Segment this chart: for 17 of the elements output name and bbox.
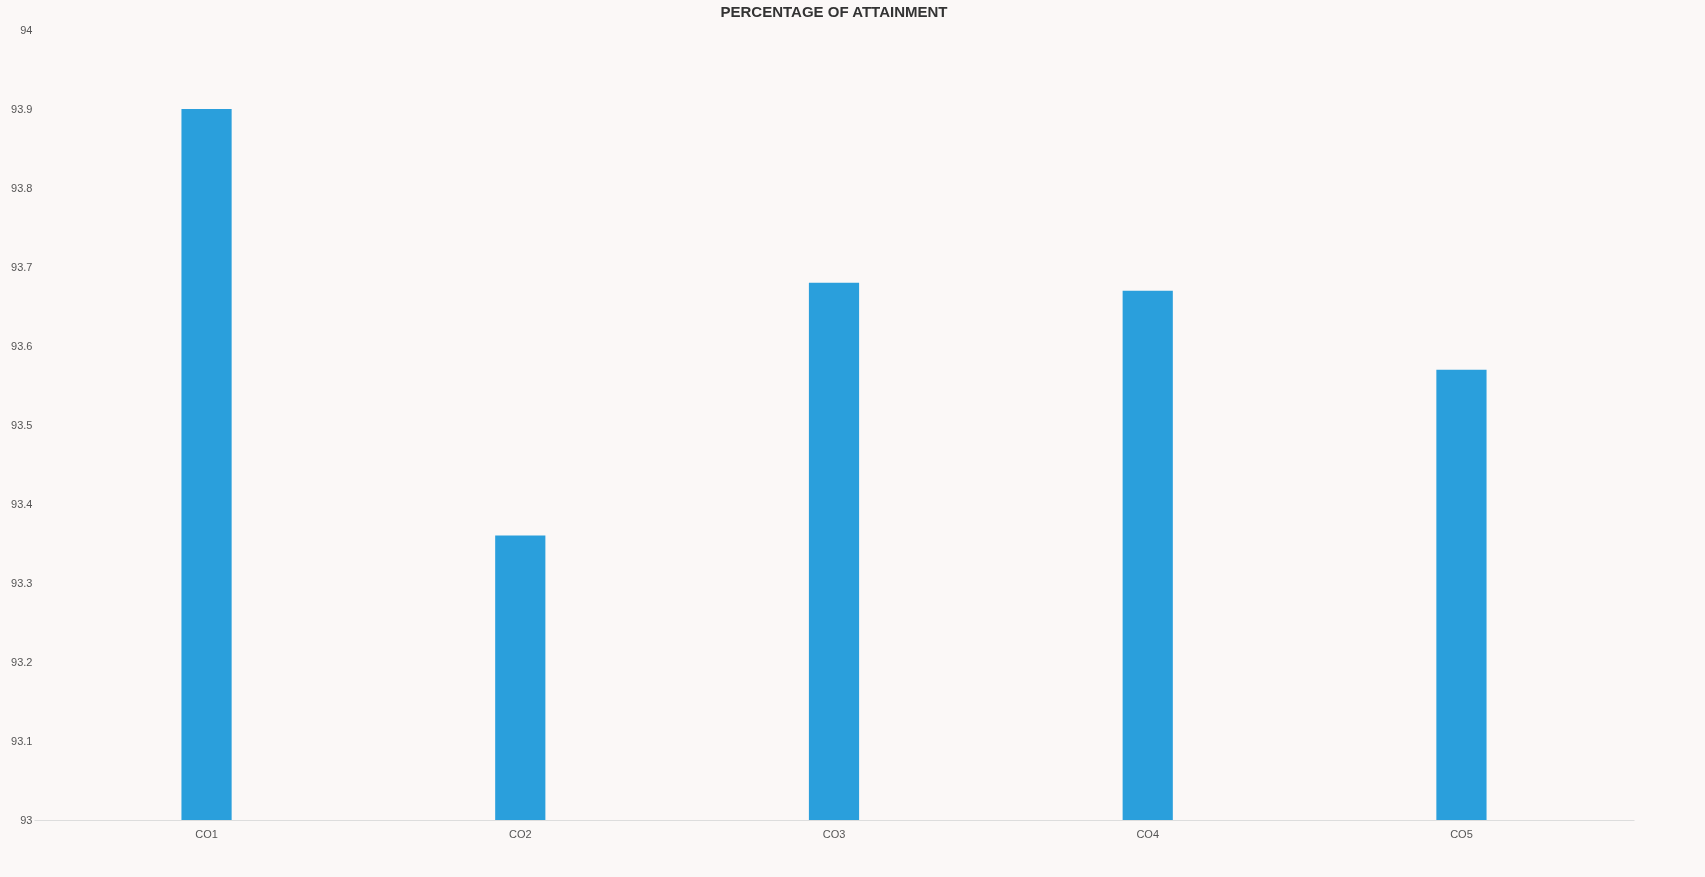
y-tick-label: 93.7 [11, 260, 33, 273]
y-tick-label: 93.6 [11, 339, 33, 352]
y-tick-label: 93.2 [11, 655, 33, 668]
x-tick-label: CO4 [1136, 827, 1160, 840]
x-tick-label: CO3 [822, 827, 846, 840]
y-tick-label: 93.3 [11, 576, 33, 589]
x-tick-label: CO2 [508, 827, 532, 840]
y-tick-label: 93.5 [11, 418, 33, 431]
x-tick-label: CO5 [1450, 827, 1473, 840]
chart-title: PERCENTAGE OF ATTAINMENT [720, 3, 948, 20]
y-tick-label: 93 [20, 813, 33, 826]
y-tick-label: 93.9 [11, 102, 33, 115]
y-tick-label: 94 [20, 23, 33, 36]
y-tick-label: 93.1 [11, 734, 33, 747]
x-tick-label: CO1 [195, 827, 218, 840]
y-tick-label: 93.8 [11, 181, 33, 194]
y-tick-label: 93.4 [11, 497, 33, 510]
